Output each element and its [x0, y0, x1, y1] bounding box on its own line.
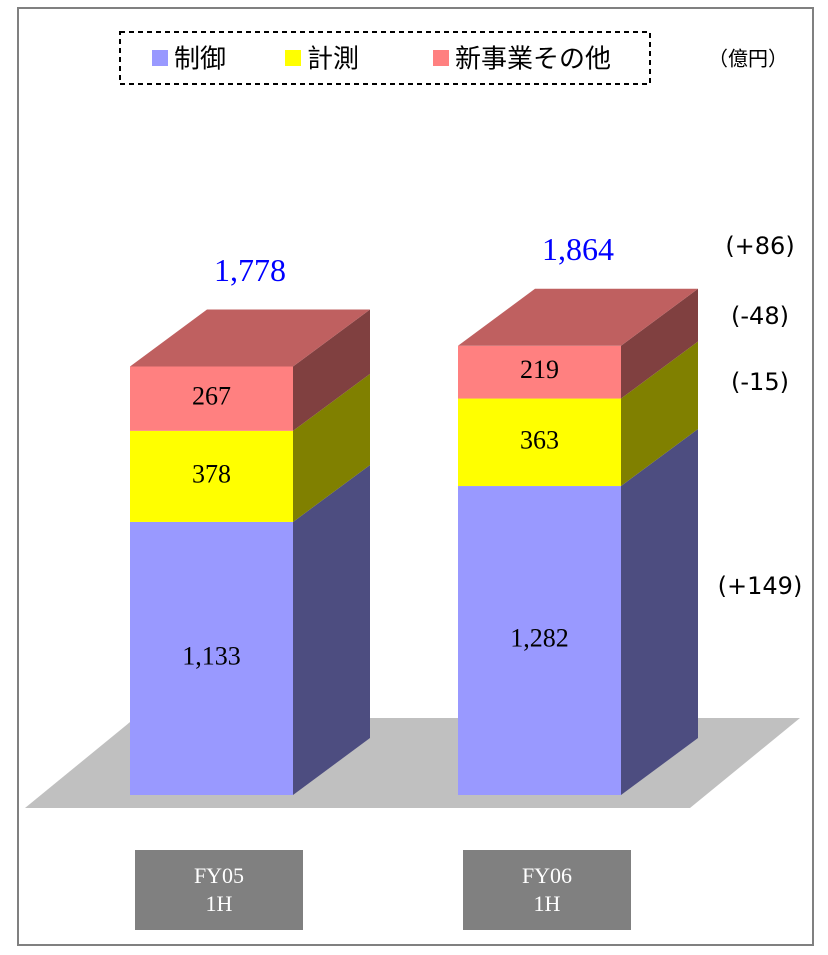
bar-side [293, 373, 370, 522]
bar-side [621, 429, 698, 795]
data-label: 378 [192, 459, 231, 488]
unit-label: （億円） [708, 47, 788, 71]
data-label: 267 [192, 382, 231, 411]
legend-swatch [433, 50, 449, 66]
legend-label: 新事業その他 [455, 45, 611, 75]
legend-box [119, 31, 651, 85]
annotation: (-48) [731, 302, 789, 330]
bar-side [621, 288, 698, 399]
bar [130, 430, 293, 522]
annotation: (+86) [725, 232, 794, 260]
data-label: 219 [520, 355, 559, 384]
bar [130, 521, 293, 795]
legend-label: 制御 [174, 45, 226, 75]
bar [130, 366, 293, 431]
category-label: FY06 1H [463, 850, 631, 930]
legend-swatch [285, 50, 301, 66]
data-label: 1,282 [510, 623, 569, 652]
annotation: (-15) [731, 368, 789, 396]
legend-swatch [152, 50, 168, 66]
bar-top [130, 309, 370, 367]
bar-top [458, 288, 698, 346]
total-label: 1,778 [214, 252, 286, 288]
annotation: (+149) [718, 572, 803, 600]
bar [458, 398, 621, 487]
frame [17, 7, 814, 946]
data-label: 1,133 [182, 641, 241, 670]
total-label: 1,864 [542, 231, 614, 267]
legend-label: 計測 [307, 45, 359, 75]
bar-side [293, 464, 370, 795]
bar-side [621, 341, 698, 487]
category-label: FY05 1H [135, 850, 303, 930]
bar [458, 486, 621, 795]
data-label: 363 [520, 425, 559, 454]
bar [458, 345, 621, 399]
bar-side [293, 309, 370, 431]
